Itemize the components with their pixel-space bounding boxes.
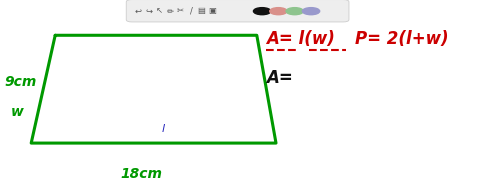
Text: ↖: ↖: [156, 6, 163, 15]
Circle shape: [270, 8, 287, 15]
Text: ✏: ✏: [167, 6, 173, 15]
Text: ✂: ✂: [177, 6, 184, 15]
Text: P= 2(l+w): P= 2(l+w): [355, 30, 449, 48]
Text: w: w: [11, 105, 24, 119]
Text: 18cm: 18cm: [120, 167, 163, 181]
Text: /: /: [190, 6, 192, 15]
FancyBboxPatch shape: [126, 0, 349, 22]
Text: ↪: ↪: [145, 6, 152, 15]
Circle shape: [302, 8, 320, 15]
Text: 9cm: 9cm: [5, 75, 37, 89]
Text: ↩: ↩: [135, 6, 142, 15]
Text: ▣: ▣: [208, 6, 216, 15]
Text: A=: A=: [266, 69, 293, 87]
Circle shape: [286, 8, 303, 15]
Circle shape: [253, 8, 271, 15]
Text: A= l(w): A= l(w): [266, 30, 335, 48]
Text: l: l: [162, 124, 165, 134]
Text: ▤: ▤: [198, 6, 205, 15]
